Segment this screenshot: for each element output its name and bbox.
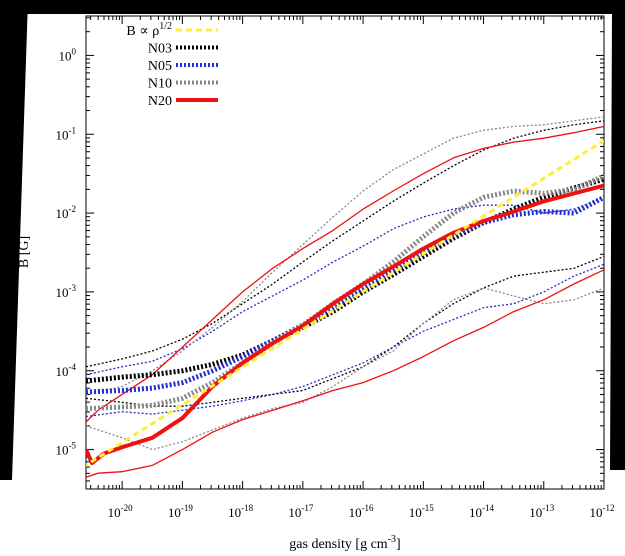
x-axis-label: gas density [g cm-3] [289,534,400,552]
x-axis-label-sup: -3 [388,534,396,545]
x-tick-label-exp: -20 [121,503,133,513]
y-tick-label: 10-3 [56,283,77,300]
legend-label: N05 [148,59,172,74]
legend-label: B ∝ ρ1/2 [126,21,172,39]
x-tick-label-exp: -14 [482,503,494,513]
plot-area: 10-20 10-19 10-18 10-17 10-16 10-15 10-14 10-13… [56,15,615,520]
y-tick-label-exp: -4 [69,362,77,372]
axis-ticks [86,16,605,489]
x-tick-label: 10-15 [409,503,434,520]
legend-label-text: N03 [148,42,172,57]
x-tick-label-base: 10 [469,505,482,520]
top-black-edge [0,0,625,14]
x-tick-label-exp: -12 [603,503,615,513]
series-line-n20 [86,183,604,465]
legend: B ∝ ρ1/2 N03 N05 N10 N20 [126,21,218,109]
x-tick-label-base: 10 [168,505,181,520]
y-axis-label: B [G] [17,236,32,268]
y-tick-label-base: 10 [56,206,69,221]
y-tick-label: 10-2 [56,204,77,221]
y-tick-label-exp: -5 [69,441,77,451]
legend-label-text: N05 [148,59,172,74]
x-tick-label-exp: -17 [301,503,313,513]
legend-label-text: N20 [148,94,172,109]
y-tick-label-exp: 0 [72,46,77,56]
y-tick-label: 100 [59,46,77,63]
x-tick-label-base: 10 [349,505,362,520]
y-tick-label: 10-5 [56,441,77,458]
x-tick-label: 10-19 [168,503,193,520]
x-tick-label-exp: -13 [542,503,554,513]
legend-label: N20 [148,94,172,109]
x-tick-label: 10-18 [228,503,253,520]
series-line-n10 [86,287,604,451]
legend-label-text: B ∝ ρ [126,24,159,39]
y-tick-label-exp: -3 [69,283,77,293]
x-axis-label-main: gas density [g cm [289,537,387,552]
series-line-n20 [86,269,604,478]
x-tick-label-base: 10 [529,505,542,520]
x-tick-label: 10-20 [108,503,133,520]
x-tick-label: 10-16 [349,503,374,520]
x-tick-label: 10-12 [590,503,615,520]
y-tick-label-exp: -2 [69,204,77,214]
y-tick-label: 10-4 [56,362,77,379]
x-tick-label: 10-13 [529,503,554,520]
right-black-edge [610,14,625,470]
x-tick-label-base: 10 [108,505,121,520]
x-tick-label-exp: -16 [362,503,374,513]
tick-labels: 10-20 10-19 10-18 10-17 10-16 10-15 10-14 10-13… [56,46,615,520]
legend-label: N03 [148,42,172,57]
x-tick-label-base: 10 [409,505,422,520]
y-tick-label-exp: -1 [69,125,77,135]
y-tick-label: 10-1 [56,125,77,142]
x-tick-label-base: 10 [228,505,241,520]
x-axis-label-close: ] [396,537,401,552]
y-tick-label-base: 10 [59,48,72,63]
series-line-n05 [86,263,604,418]
y-tick-label-base: 10 [56,127,69,142]
left-black-edge [0,0,28,480]
legend-label: N10 [148,77,172,92]
series-line-n10 [86,116,604,396]
y-tick-label-base: 10 [56,285,69,300]
legend-label-text: N10 [148,77,172,92]
y-tick-label-base: 10 [56,443,69,458]
legend-label-sup: 1/2 [159,21,172,32]
series-line-n03 [86,255,604,407]
y-tick-label-base: 10 [56,364,69,379]
series-layer [86,116,604,478]
x-tick-label-exp: -15 [422,503,434,513]
series-line-n20 [86,125,604,423]
x-tick-label-exp: -19 [181,503,193,513]
x-tick-label: 10-14 [469,503,494,520]
x-tick-label: 10-17 [288,503,313,520]
x-tick-label-base: 10 [590,505,603,520]
x-tick-label-base: 10 [288,505,301,520]
x-tick-label-exp: -18 [241,503,253,513]
series-line-b [86,139,604,468]
